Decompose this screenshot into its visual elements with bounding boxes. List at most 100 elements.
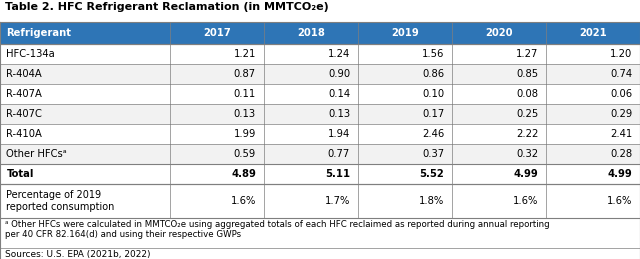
- Text: 5.11: 5.11: [325, 169, 350, 179]
- Bar: [358, 44, 452, 64]
- Text: 0.25: 0.25: [516, 109, 538, 119]
- Bar: [264, 124, 358, 144]
- Text: 2018: 2018: [297, 28, 324, 38]
- Bar: [264, 22, 358, 44]
- Text: 0.85: 0.85: [516, 69, 538, 79]
- Text: 0.06: 0.06: [610, 89, 632, 99]
- Text: 0.17: 0.17: [422, 109, 444, 119]
- Bar: [170, 144, 264, 164]
- Bar: [452, 144, 546, 164]
- Text: R-404A: R-404A: [6, 69, 42, 79]
- Text: R-407C: R-407C: [6, 109, 42, 119]
- Bar: [358, 144, 452, 164]
- Text: 0.10: 0.10: [422, 89, 444, 99]
- Bar: [264, 64, 358, 84]
- Text: 0.77: 0.77: [328, 149, 350, 159]
- Bar: [170, 164, 264, 184]
- Bar: [452, 104, 546, 124]
- Bar: [546, 164, 640, 184]
- Text: 0.14: 0.14: [328, 89, 350, 99]
- Text: 0.37: 0.37: [422, 149, 444, 159]
- Bar: [452, 22, 546, 44]
- Bar: [546, 44, 640, 64]
- Text: 1.21: 1.21: [234, 49, 256, 59]
- Text: 1.56: 1.56: [422, 49, 444, 59]
- Bar: [170, 64, 264, 84]
- Text: 1.6%: 1.6%: [607, 196, 632, 206]
- Text: Refrigerant: Refrigerant: [6, 28, 72, 38]
- Text: 5.52: 5.52: [419, 169, 444, 179]
- Text: 2.41: 2.41: [610, 129, 632, 139]
- Bar: [358, 84, 452, 104]
- Bar: [170, 22, 264, 44]
- Text: 0.08: 0.08: [516, 89, 538, 99]
- Bar: [0, 248, 640, 259]
- Bar: [546, 22, 640, 44]
- Text: 0.13: 0.13: [234, 109, 256, 119]
- Bar: [264, 44, 358, 64]
- Text: 2019: 2019: [391, 28, 419, 38]
- Text: 0.29: 0.29: [610, 109, 632, 119]
- Text: 1.24: 1.24: [328, 49, 350, 59]
- Text: 0.74: 0.74: [610, 69, 632, 79]
- Bar: [0, 218, 640, 248]
- Bar: [264, 184, 358, 218]
- Bar: [452, 44, 546, 64]
- Text: 1.6%: 1.6%: [513, 196, 538, 206]
- Text: 1.20: 1.20: [610, 49, 632, 59]
- Bar: [452, 84, 546, 104]
- Bar: [0, 124, 170, 144]
- Text: 1.8%: 1.8%: [419, 196, 444, 206]
- Text: 0.28: 0.28: [610, 149, 632, 159]
- Bar: [546, 64, 640, 84]
- Bar: [546, 84, 640, 104]
- Bar: [546, 184, 640, 218]
- Text: HFC-134a: HFC-134a: [6, 49, 55, 59]
- Bar: [0, 84, 170, 104]
- Bar: [546, 104, 640, 124]
- Bar: [452, 64, 546, 84]
- Bar: [0, 144, 170, 164]
- Text: 0.90: 0.90: [328, 69, 350, 79]
- Text: R-410A: R-410A: [6, 129, 42, 139]
- Bar: [452, 164, 546, 184]
- Bar: [358, 64, 452, 84]
- Bar: [358, 164, 452, 184]
- Text: ᵃ Other HFCs were calculated in MMTCO₂e using aggregated totals of each HFC recl: ᵃ Other HFCs were calculated in MMTCO₂e …: [5, 220, 550, 240]
- Text: R-407A: R-407A: [6, 89, 42, 99]
- Bar: [264, 144, 358, 164]
- Text: 1.6%: 1.6%: [230, 196, 256, 206]
- Bar: [264, 84, 358, 104]
- Text: 1.99: 1.99: [234, 129, 256, 139]
- Text: 1.7%: 1.7%: [324, 196, 350, 206]
- Text: 2.46: 2.46: [422, 129, 444, 139]
- Text: 1.94: 1.94: [328, 129, 350, 139]
- Text: 0.13: 0.13: [328, 109, 350, 119]
- Bar: [264, 164, 358, 184]
- Bar: [0, 44, 170, 64]
- Bar: [452, 184, 546, 218]
- Bar: [170, 84, 264, 104]
- Bar: [358, 22, 452, 44]
- Text: 1.27: 1.27: [516, 49, 538, 59]
- Bar: [264, 104, 358, 124]
- Text: 0.32: 0.32: [516, 149, 538, 159]
- Bar: [358, 104, 452, 124]
- Text: 2.22: 2.22: [516, 129, 538, 139]
- Text: Table 2. HFC Refrigerant Reclamation (in MMTCO₂e): Table 2. HFC Refrigerant Reclamation (in…: [5, 2, 329, 12]
- Text: 0.87: 0.87: [234, 69, 256, 79]
- Text: 4.89: 4.89: [231, 169, 256, 179]
- Bar: [0, 184, 170, 218]
- Bar: [0, 164, 170, 184]
- Bar: [170, 124, 264, 144]
- Bar: [546, 144, 640, 164]
- Text: 4.99: 4.99: [607, 169, 632, 179]
- Text: 2021: 2021: [579, 28, 607, 38]
- Text: Other HFCsᵃ: Other HFCsᵃ: [6, 149, 67, 159]
- Bar: [452, 124, 546, 144]
- Text: Sources: U.S. EPA (2021b, 2022): Sources: U.S. EPA (2021b, 2022): [5, 250, 150, 259]
- Bar: [170, 44, 264, 64]
- Text: 2017: 2017: [203, 28, 230, 38]
- Text: Percentage of 2019
reported consumption: Percentage of 2019 reported consumption: [6, 190, 115, 212]
- Bar: [0, 22, 170, 44]
